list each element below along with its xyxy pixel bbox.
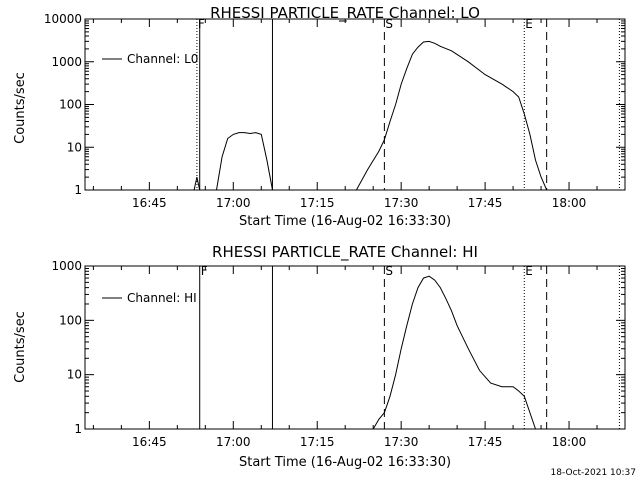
chart-lo-legend-label: Channel: L0 [127, 52, 198, 66]
chart-lo-x-tick-label: 17:45 [468, 196, 503, 210]
chart-lo-series-line [355, 40, 548, 191]
chart-hi-frame [84, 265, 626, 430]
chart-hi-ylabel: Counts/sec [13, 311, 28, 383]
chart-lo-y-tick-label: 10000 [44, 12, 82, 26]
chart-lo-y-tick-label: 100 [59, 98, 82, 112]
chart-hi-y-tick-label: 1000 [51, 259, 82, 273]
chart-lo-y-tick-label: 10 [67, 140, 82, 154]
chart-lo-x-tick-label: 17:00 [216, 196, 251, 210]
chart-lo-x-tick-label: 16:45 [132, 196, 167, 210]
chart-hi-marker-label: S [385, 264, 393, 278]
chart-hi-x-tick-label: 17:00 [216, 435, 251, 449]
chart-hi-x-tick-label: 16:45 [132, 435, 167, 449]
chart-lo-x-tick-label: 17:15 [300, 196, 335, 210]
chart-hi-x-tick-label: 18:00 [552, 435, 587, 449]
footer-timestamp: 18-Oct-2021 10:37 [551, 468, 636, 478]
chart-lo-title: RHESSI PARTICLE_RATE Channel: LO [210, 4, 480, 23]
chart-lo-y-tick-label: 1 [74, 183, 82, 197]
chart-hi-legend-label: Channel: HI [127, 291, 197, 305]
chart-lo-x-tick-label: 17:30 [384, 196, 419, 210]
chart-lo-xlabel: Start Time (16-Aug-02 16:33:30) [239, 214, 451, 229]
chart-lo-marker-label: S [385, 17, 393, 31]
chart-hi-marker-label: E [525, 264, 533, 278]
chart-hi-y-tick-label: 10 [67, 368, 82, 382]
chart-lo-series-line [193, 176, 201, 191]
chart-hi: RHESSI PARTICLE_RATE Channel: HI 16:45 17… [13, 243, 626, 470]
chart-lo-ylabel: Counts/sec [13, 72, 28, 144]
chart-hi-y-tick-label: 1 [74, 422, 82, 436]
chart-hi-series-line [372, 275, 536, 430]
chart-hi-x-tick-label: 17:30 [384, 435, 419, 449]
chart-lo-y-tick-label: 1000 [51, 55, 82, 69]
chart-hi-x-tick-label: 17:45 [468, 435, 503, 449]
chart-lo-series-line [216, 132, 273, 191]
chart-hi-xlabel: Start Time (16-Aug-02 16:33:30) [239, 455, 451, 470]
chart-hi-title: RHESSI PARTICLE_RATE Channel: HI [212, 243, 478, 262]
chart-lo-marker-label: E [525, 17, 533, 31]
chart-hi-y-tick-label: 100 [59, 313, 82, 327]
chart-lo-x-tick-label: 18:00 [552, 196, 587, 210]
chart-hi-x-tick-label: 17:15 [300, 435, 335, 449]
chart-lo-frame [84, 18, 626, 191]
chart-lo: RHESSI PARTICLE_RATE Channel: LO 16:45 17… [13, 4, 626, 229]
chart-lo-marker-label: F [198, 17, 205, 31]
chart-hi-marker-label: F [201, 264, 208, 278]
